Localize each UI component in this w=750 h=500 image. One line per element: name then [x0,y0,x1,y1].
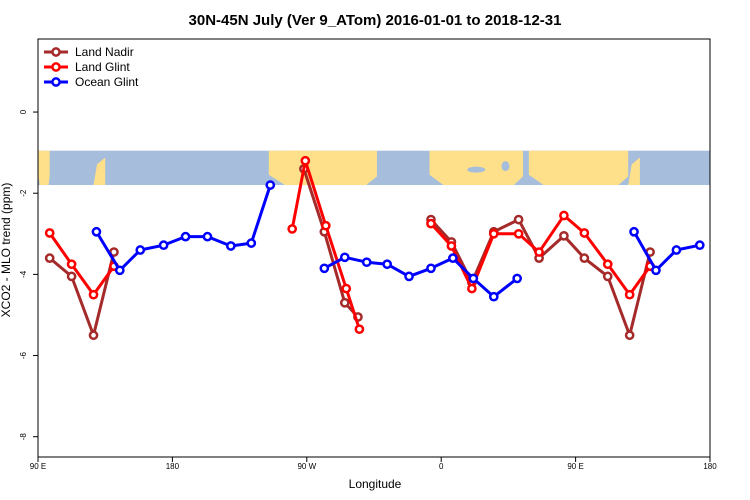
series-line [323,255,519,299]
data-point [88,330,99,341]
data-point [651,265,661,276]
map-water-caspian [501,161,510,172]
x-tick-label: 0 [439,462,444,471]
data-point [671,245,682,255]
data-point [246,238,257,248]
series-line [48,232,116,297]
series-layer [44,155,705,341]
legend-label: Land Nadir [75,45,134,59]
data-point [513,214,524,225]
map-land-asia [528,150,629,186]
data-point [287,224,298,234]
data-point [404,271,414,282]
data-point [448,253,458,263]
data-point [180,231,191,242]
y-axis: 0 -2 -4 -6 -8 [19,109,38,440]
legend-item: Land Nadir [44,45,134,59]
data-point [319,263,330,274]
data-point [320,220,331,231]
data-point [559,210,569,221]
data-point [559,230,569,241]
x-tick-label: 90 E [30,462,46,471]
data-point [339,252,350,263]
legend-label: Ocean Glint [75,75,139,89]
legend-swatch-marker [51,47,61,57]
y-tick-label: -2 [19,189,28,197]
data-point [602,271,613,282]
data-point [341,283,352,294]
data-point [624,289,635,300]
series-line [95,184,272,272]
data-point [382,259,392,270]
x-tick-label: 90 W [297,462,316,471]
data-point [512,273,523,284]
data-point [488,228,499,239]
y-tick-label: -6 [19,351,28,359]
plot-frame [37,38,711,458]
data-point [158,240,169,251]
map-land-japan [93,157,106,186]
map-land-greenland [288,150,303,164]
data-point [300,155,311,166]
map-land-asia-west [38,150,50,186]
data-point [534,247,544,257]
legend-item: Land Glint [44,60,130,74]
data-point [91,226,102,237]
x-tick-label: 180 [703,462,717,471]
x-tick-label: 180 [166,462,180,471]
y-tick-label: -4 [19,270,28,278]
data-point [66,259,77,270]
data-point [135,245,146,255]
legend-label: Land Glint [75,60,130,74]
x-tick-label: 90 E [567,462,583,471]
data-point [339,297,350,308]
data-point [426,218,436,229]
map-water-mediterranean [467,166,486,173]
y-tick-label: 0 [19,109,28,114]
x-axis: 90 E 180 90 W 0 90 E 180 [30,457,717,471]
data-point [468,273,479,284]
legend-swatch-marker [51,77,61,87]
data-point [66,271,77,282]
data-point [265,180,276,190]
series-line [632,231,701,272]
legend-item: Ocean Glint [44,75,139,89]
data-point [446,241,457,251]
series-line [302,168,360,319]
legend-swatch-marker [51,62,61,72]
data-point [629,226,639,237]
map-land-japan-east [628,157,640,186]
world-map-band [38,150,710,186]
data-point [354,324,365,335]
data-point [513,228,524,239]
data-point [579,253,590,263]
x-axis-label: Longitude [349,477,402,491]
data-point [602,259,613,270]
series-line [48,251,116,337]
data-point [426,263,436,274]
data-point [361,257,372,268]
data-point [624,330,635,341]
data-point [579,228,590,238]
data-point [44,253,55,263]
data-point [488,291,499,302]
data-point [114,265,125,276]
series-ocean-glint [91,180,705,302]
chart-title: 30N-45N July (Ver 9_ATom) 2016-01-01 to … [189,12,562,29]
data-point [88,289,99,300]
data-point [225,241,236,251]
map-land-north-america [268,150,377,186]
y-axis-label: XCO2 - MLO trend (ppm) [0,183,13,318]
data-point [202,231,213,242]
data-point [694,240,705,251]
data-point [467,283,477,294]
data-point [44,228,55,238]
y-tick-label: -8 [19,433,28,441]
